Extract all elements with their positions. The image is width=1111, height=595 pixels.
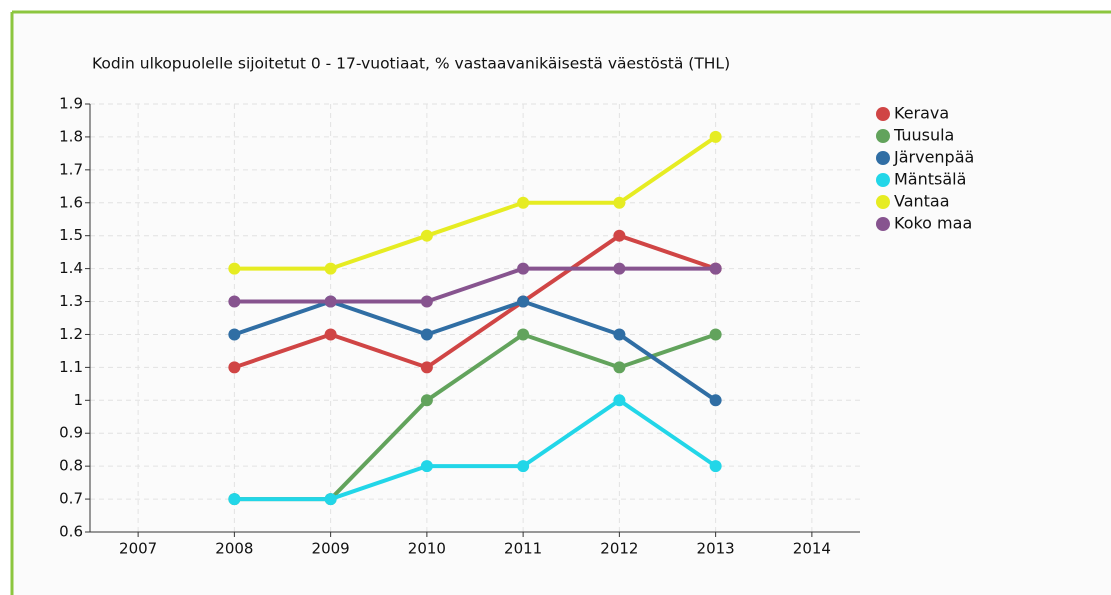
- data-point: [420, 394, 433, 407]
- legend-marker: [876, 217, 890, 231]
- legend-marker: [876, 151, 890, 165]
- series-line: [234, 398, 717, 502]
- y-tick-label: 0.8: [59, 457, 83, 475]
- data-point: [228, 295, 241, 308]
- series-line: [234, 135, 717, 271]
- y-tick-label: 0.9: [59, 424, 83, 442]
- data-point: [324, 328, 337, 341]
- data-point: [613, 394, 626, 407]
- data-point: [613, 262, 626, 275]
- legend-label: Mäntsälä: [894, 170, 966, 189]
- y-tick-label: 1.1: [59, 358, 83, 376]
- data-point: [517, 328, 530, 341]
- x-tick-label: 2010: [408, 540, 446, 558]
- data-point: [517, 460, 530, 473]
- data-point: [324, 493, 337, 506]
- x-tick-label: 2009: [312, 540, 350, 558]
- legend-label: Koko maa: [894, 214, 972, 233]
- y-tick-label: 1.4: [59, 259, 83, 277]
- data-point: [709, 262, 722, 275]
- x-tick-label: 2013: [697, 540, 735, 558]
- data-point: [228, 328, 241, 341]
- data-point: [709, 394, 722, 407]
- x-tick-label: 2012: [600, 540, 638, 558]
- data-point: [613, 361, 626, 374]
- x-tick-label: 2007: [119, 540, 157, 558]
- chart-title: Kodin ulkopuolelle sijoitetut 0 - 17-vuo…: [92, 55, 730, 73]
- legend-label: Vantaa: [894, 192, 950, 211]
- data-point: [420, 295, 433, 308]
- y-tick-label: 1.2: [59, 325, 83, 343]
- y-tick-label: 1.8: [59, 127, 83, 145]
- data-point: [420, 229, 433, 242]
- legend-label: Järvenpää: [893, 148, 974, 167]
- series-line: [233, 299, 717, 402]
- y-tick-label: 1.5: [59, 226, 83, 244]
- legend-marker: [876, 129, 890, 143]
- data-point: [709, 460, 722, 473]
- legend-label: Tuusula: [893, 126, 954, 145]
- data-point: [517, 196, 530, 209]
- series-line: [233, 233, 717, 370]
- legend-marker: [876, 107, 890, 121]
- data-point: [613, 328, 626, 341]
- panel: [12, 12, 1111, 595]
- y-tick-label: 1.6: [59, 193, 83, 211]
- data-point: [420, 328, 433, 341]
- legend-label: Kerava: [894, 104, 949, 123]
- data-point: [420, 361, 433, 374]
- data-point: [517, 262, 530, 275]
- data-point: [613, 229, 626, 242]
- series-line: [234, 266, 716, 304]
- y-tick-label: 0.6: [59, 523, 83, 541]
- data-point: [709, 328, 722, 341]
- data-point: [324, 295, 337, 308]
- y-tick-label: 0.7: [59, 490, 83, 508]
- data-point: [228, 262, 241, 275]
- data-point: [228, 493, 241, 506]
- y-tick-label: 1.7: [59, 160, 83, 178]
- y-tick-label: 1: [73, 391, 83, 409]
- x-tick-label: 2014: [793, 540, 831, 558]
- x-tick-label: 2011: [504, 540, 542, 558]
- data-point: [420, 460, 433, 473]
- legend-marker: [876, 195, 890, 209]
- data-point: [517, 295, 530, 308]
- data-point: [613, 196, 626, 209]
- y-tick-label: 1.9: [59, 95, 83, 113]
- data-point: [709, 130, 722, 143]
- data-point: [324, 262, 337, 275]
- data-point: [228, 361, 241, 374]
- legend-marker: [876, 173, 890, 187]
- y-tick-label: 1.3: [59, 292, 83, 310]
- x-tick-label: 2008: [215, 540, 253, 558]
